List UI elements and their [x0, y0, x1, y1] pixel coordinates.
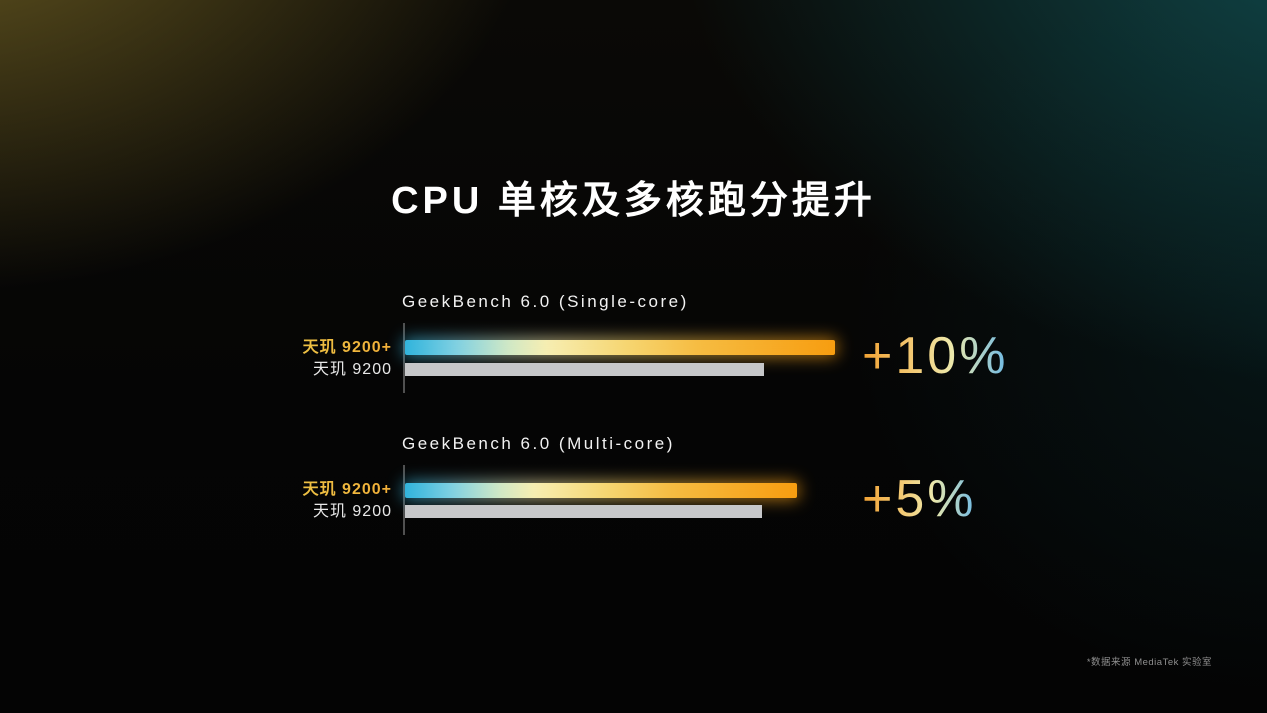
axis-line-multi-core: [403, 465, 405, 535]
bar-label-dimensity-9200-multi: 天玑 9200: [312, 503, 392, 520]
bar-label-dimensity-9200-plus-multi: 天玑 9200+: [240, 481, 392, 499]
footnote-data-source: *数据来源 MediaTek 实验室: [1086, 657, 1212, 668]
bar-dimensity-9200-plus-multi: [405, 483, 797, 498]
chart-title-multi-core: GeekBench 6.0 (Multi-core): [402, 434, 675, 453]
page-title: CPU 单核及多核跑分提升: [391, 180, 876, 222]
bar-label-dimensity-9200-single: 天玑 9200: [312, 361, 392, 378]
improvement-value-multi-core: +5%: [862, 470, 977, 528]
bar-dimensity-9200-multi: [405, 505, 762, 518]
axis-line-single-core: [403, 323, 405, 393]
improvement-value-single-core: +10%: [862, 327, 1009, 385]
bar-dimensity-9200-plus-single: [405, 340, 835, 355]
chart-title-single-core: GeekBench 6.0 (Single-core): [402, 292, 689, 311]
bar-dimensity-9200-single: [405, 363, 764, 376]
bar-label-dimensity-9200-plus-single: 天玑 9200+: [240, 339, 392, 357]
